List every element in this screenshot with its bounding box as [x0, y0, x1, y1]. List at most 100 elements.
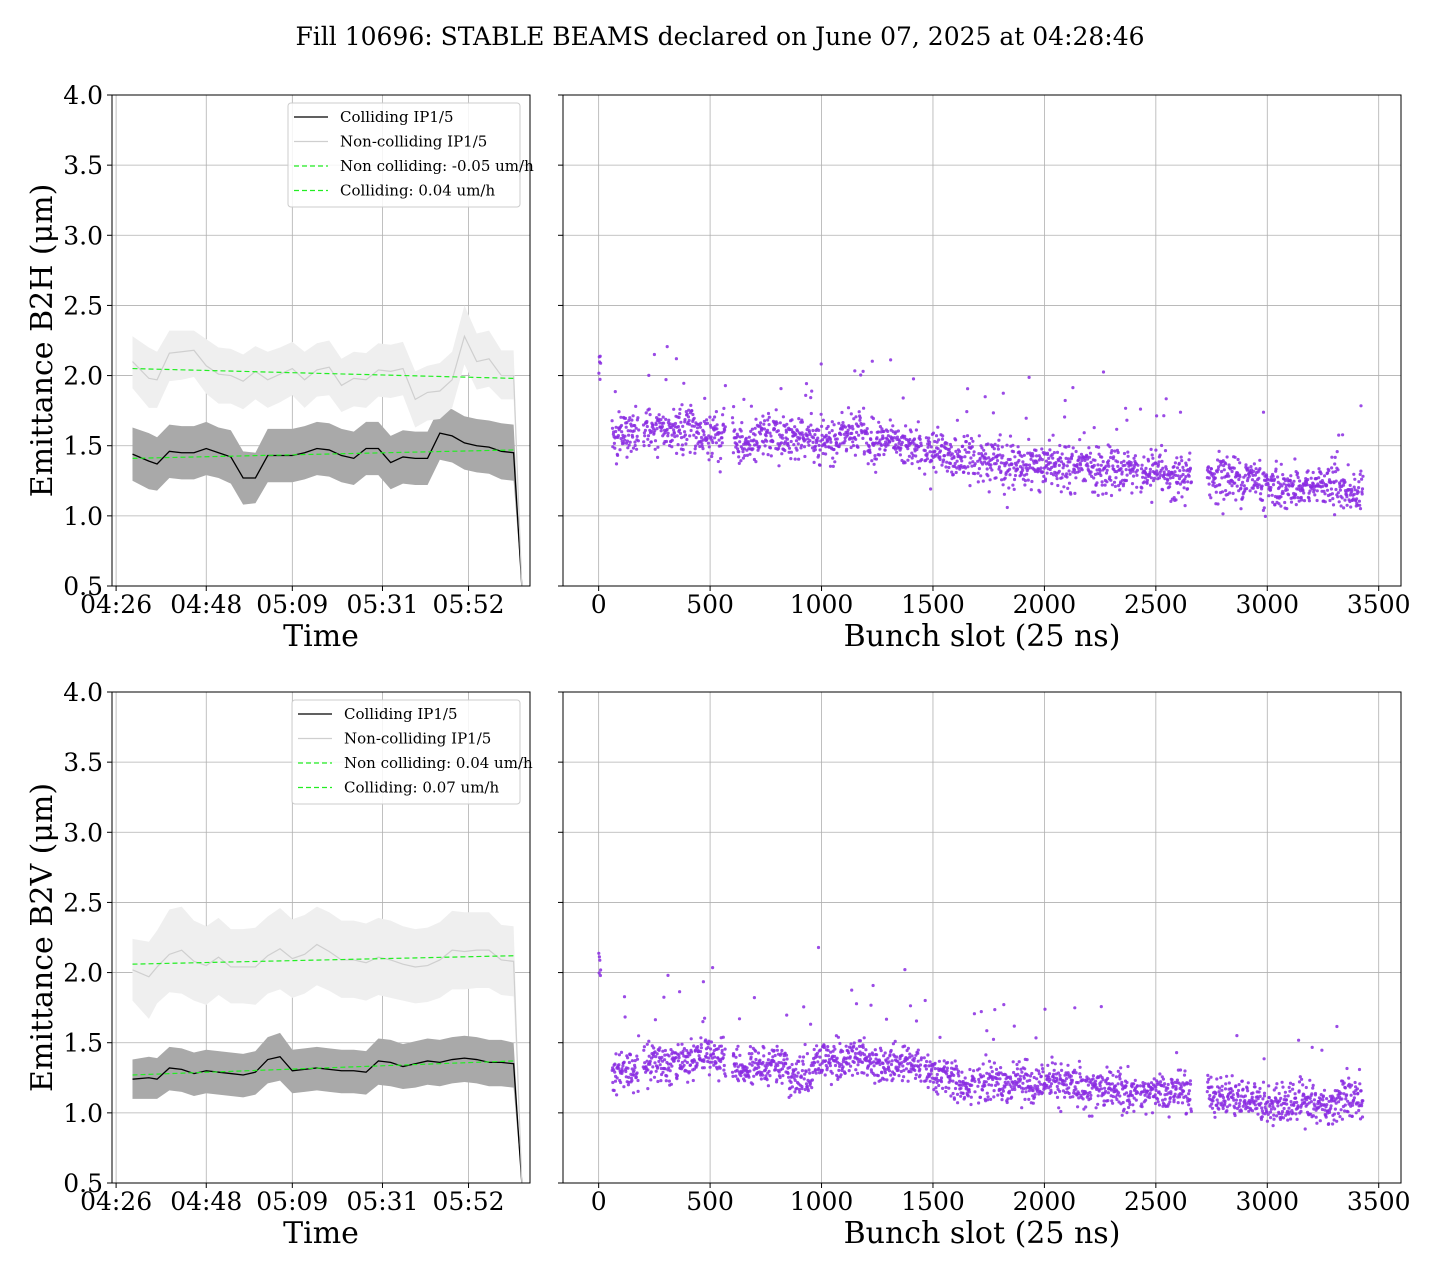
scatter-point	[1062, 463, 1066, 467]
scatter-point	[874, 457, 879, 461]
x-tick-label: 04:48	[170, 590, 242, 619]
scatter-point	[703, 396, 707, 400]
scatter-point	[1120, 470, 1124, 474]
scatter-point	[968, 484, 972, 488]
scatter-point	[1216, 502, 1220, 506]
scatter-point	[1011, 483, 1015, 487]
scatter-point	[1176, 474, 1180, 478]
scatter-point	[1076, 1105, 1080, 1109]
legend-label: Colliding IP1/5	[344, 705, 458, 723]
scatter-point	[961, 1091, 965, 1095]
scatter-point	[1245, 1086, 1249, 1090]
scatter-point	[652, 352, 657, 357]
scatter-point	[801, 1059, 805, 1063]
scatter-point	[711, 1052, 716, 1056]
scatter-point	[666, 973, 670, 978]
scatter-point	[635, 434, 639, 438]
scatter-point	[910, 1054, 914, 1058]
scatter-point	[959, 1086, 963, 1090]
scatter-point	[1051, 456, 1055, 460]
scatter-point	[1215, 1098, 1219, 1102]
scatter-point	[1286, 1094, 1290, 1098]
scatter-point	[1070, 1078, 1074, 1082]
scatter-point	[1266, 1100, 1270, 1104]
scatter-point	[1278, 1099, 1282, 1103]
scatter-point	[731, 451, 736, 455]
scatter-point	[1078, 1075, 1083, 1079]
scatter-point	[648, 1059, 652, 1063]
scatter-point	[1359, 1089, 1363, 1093]
scatter-point	[1271, 483, 1276, 487]
scatter-point	[1180, 495, 1184, 499]
x-axis-label: Time	[283, 1216, 359, 1251]
scatter-point	[614, 429, 618, 434]
scatter-point	[955, 459, 959, 463]
scatter-point	[1273, 1107, 1277, 1111]
scatter-point	[1037, 1069, 1041, 1073]
scatter-point	[622, 441, 626, 445]
scatter-point	[918, 1073, 922, 1077]
scatter-point	[1149, 476, 1153, 480]
scatter-point	[851, 427, 855, 431]
scatter-point	[1100, 455, 1104, 459]
scatter-point	[1139, 490, 1143, 494]
scatter-point	[1332, 1112, 1336, 1116]
scatter-point	[1071, 1095, 1075, 1099]
scatter-point	[1236, 1094, 1240, 1098]
scatter-point	[958, 1083, 962, 1087]
scatter-point	[1175, 1078, 1179, 1082]
scatter-point	[1327, 1122, 1331, 1126]
scatter-point	[767, 1069, 771, 1073]
scatter-point	[823, 441, 827, 445]
scatter-point	[963, 1076, 967, 1080]
scatter-point	[1257, 476, 1261, 480]
scatter-point	[790, 1085, 795, 1089]
scatter-point	[1061, 472, 1065, 476]
scatter-point	[763, 444, 767, 448]
scatter-point	[598, 354, 602, 358]
scatter-point	[1006, 1080, 1010, 1084]
scatter-point	[1296, 496, 1300, 500]
scatter-point	[1331, 470, 1335, 474]
scatter-point	[973, 462, 977, 466]
scatter-point	[779, 1052, 783, 1056]
scatter-point	[1093, 490, 1097, 494]
scatter-point	[981, 1062, 985, 1066]
scatter-point	[1094, 1082, 1098, 1087]
scatter-point	[771, 439, 775, 443]
scatter-point	[1170, 1081, 1174, 1086]
scatter-point	[1281, 473, 1285, 477]
scatter-point	[1089, 470, 1093, 474]
scatter-point	[1184, 1094, 1188, 1098]
scatter-point	[736, 434, 740, 438]
scatter-point	[1041, 1070, 1045, 1074]
scatter-point	[1299, 495, 1303, 500]
scatter-point	[656, 1079, 660, 1084]
scatter-point	[813, 433, 817, 437]
scatter-point	[862, 452, 866, 456]
scatter-point	[988, 478, 992, 482]
scatter-point	[940, 463, 944, 467]
scatter-point	[777, 464, 781, 468]
scatter-point	[614, 425, 618, 429]
scatter-point	[708, 1065, 712, 1069]
scatter-point	[954, 438, 958, 442]
scatter-point	[856, 1063, 860, 1067]
scatter-point	[916, 420, 920, 424]
scatter-point	[646, 434, 651, 438]
scatter-point	[1157, 460, 1161, 464]
scatter-point	[989, 463, 993, 467]
scatter-point	[711, 966, 715, 970]
scatter-point	[685, 437, 689, 442]
scatter-point	[1027, 437, 1031, 441]
scatter-point	[1357, 1108, 1361, 1113]
scatter-point	[1282, 482, 1286, 486]
scatter-point	[684, 442, 688, 446]
scatter-point	[900, 440, 904, 445]
scatter-point	[1356, 1091, 1360, 1095]
scatter-point	[996, 1093, 1000, 1097]
scatter-point	[1158, 453, 1162, 457]
scatter-point	[1280, 484, 1284, 488]
scatter-point	[716, 1047, 720, 1051]
scatter-point	[1118, 1077, 1122, 1081]
